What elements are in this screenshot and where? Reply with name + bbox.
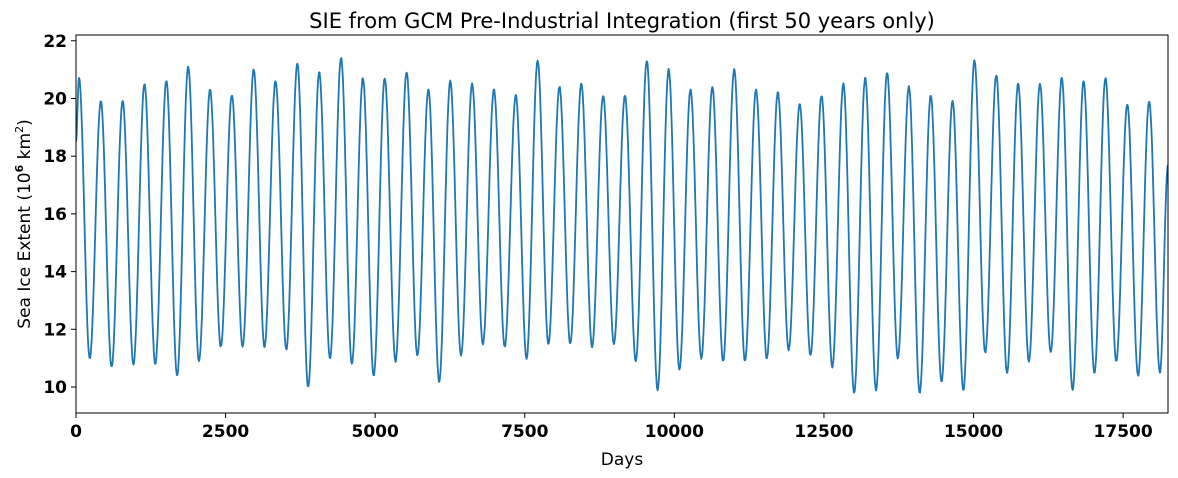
x-tick-label: 0: [70, 422, 82, 442]
x-tick-label: 7500: [501, 422, 548, 442]
x-axis-label: Days: [601, 450, 644, 470]
y-tick-label: 18: [43, 147, 67, 167]
x-tick-label: 12500: [794, 422, 853, 442]
x-tick-label: 2500: [202, 422, 249, 442]
y-tick-label: 20: [43, 89, 67, 109]
y-axis: 10 12 14 16 18 20 22: [43, 32, 76, 398]
y-axis-label: Sea Ice Extent (106 km2): [13, 119, 35, 328]
chart-title: SIE from GCM Pre-Industrial Integration …: [309, 9, 935, 33]
x-tick-label: 10000: [645, 422, 704, 442]
sie-series-line: [76, 57, 1168, 394]
y-tick-label: 12: [43, 320, 67, 340]
x-tick-label: 15000: [944, 422, 1003, 442]
plot-frame: [75, 34, 1169, 414]
y-tick-label: 10: [43, 378, 67, 398]
y-tick-label: 16: [43, 205, 67, 225]
y-tick-label: 22: [43, 32, 67, 52]
plot-area: [75, 34, 1169, 414]
y-tick-label: 14: [43, 263, 67, 283]
series-layer: [76, 57, 1168, 394]
x-tick-label: 5000: [352, 422, 399, 442]
x-tick-label: 17500: [1094, 422, 1153, 442]
x-axis: 0 2500 5000 7500 10000 12500 15000 17500: [70, 413, 1153, 442]
